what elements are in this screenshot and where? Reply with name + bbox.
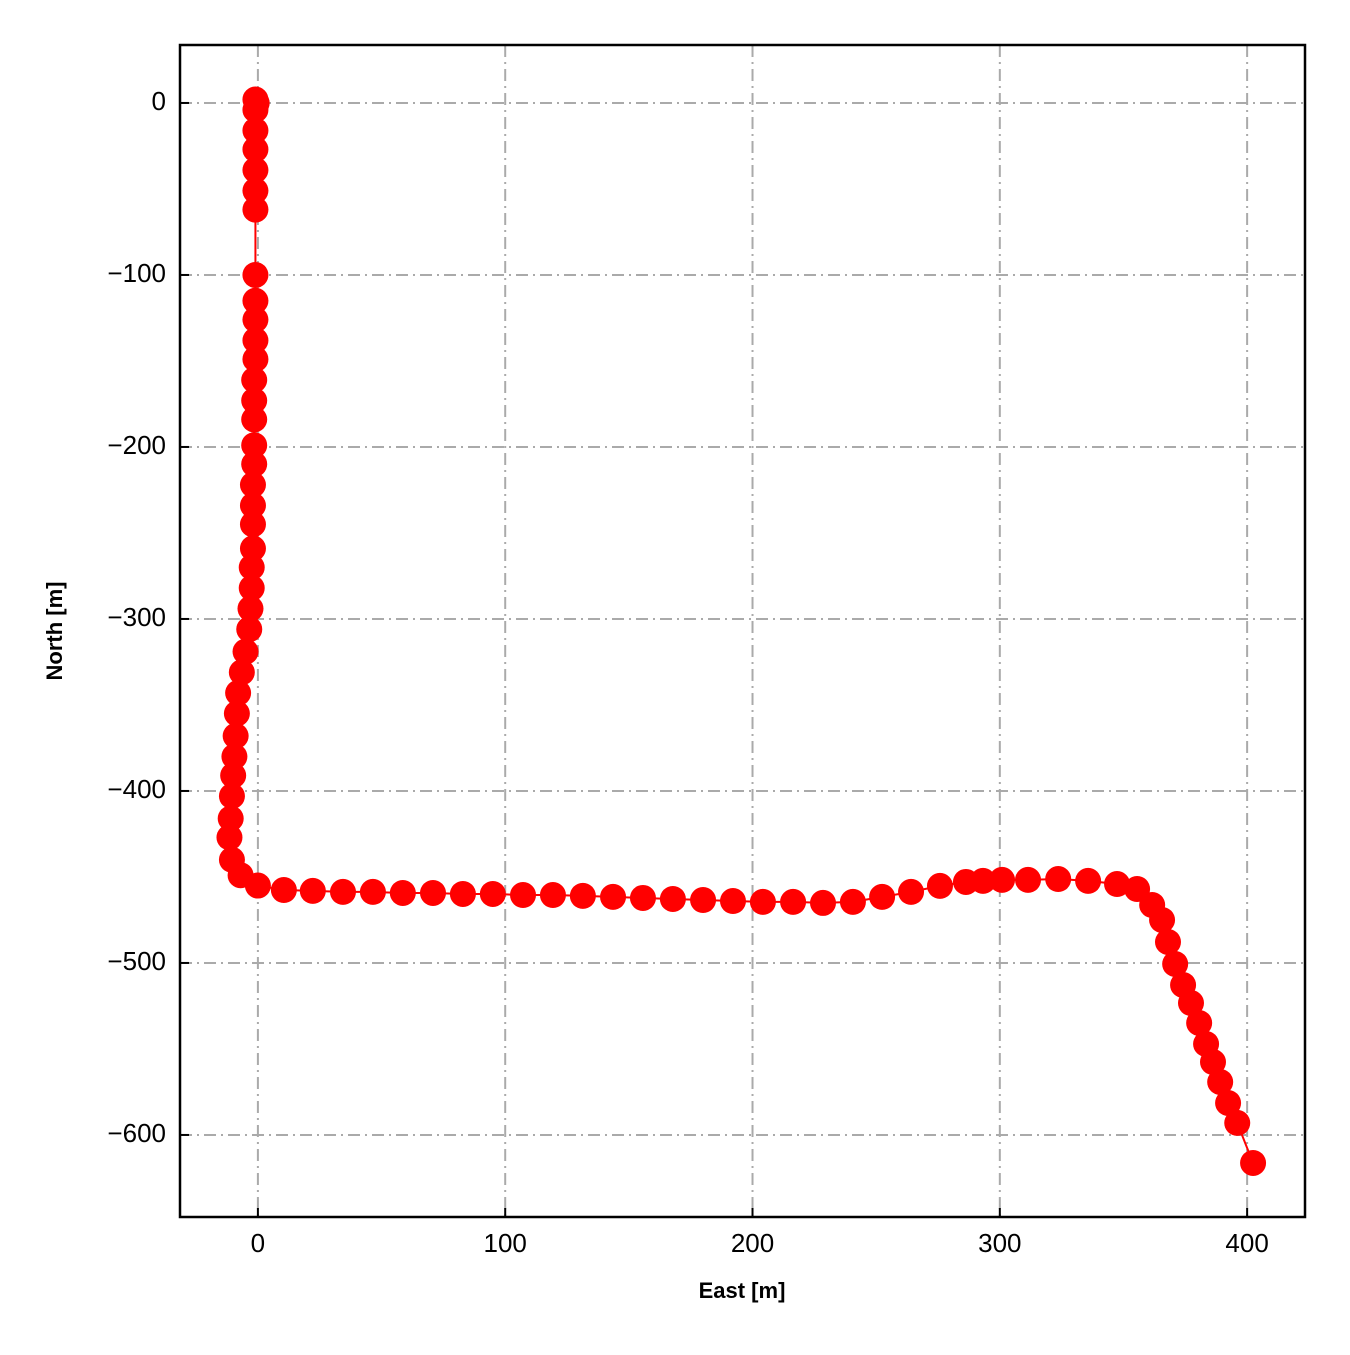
marker [419, 879, 446, 906]
marker [242, 196, 269, 223]
marker [749, 888, 776, 915]
marker [242, 117, 269, 144]
marker [1149, 906, 1176, 933]
y-tick-label: −100 [107, 258, 166, 288]
marker [1240, 1149, 1267, 1176]
marker [241, 451, 268, 478]
marker [569, 882, 596, 909]
marker [242, 177, 269, 204]
marker [510, 882, 537, 909]
plot-frame [178, 43, 1307, 1219]
marker [898, 878, 925, 905]
marker [659, 885, 686, 912]
marker [1207, 1068, 1234, 1095]
marker [242, 306, 269, 333]
marker [239, 492, 266, 519]
marker [690, 887, 717, 914]
y-tick-label: −500 [107, 946, 166, 976]
marker [629, 884, 656, 911]
marker [449, 880, 476, 907]
marker [359, 878, 386, 905]
marker [242, 287, 269, 314]
y-tick-label: −300 [107, 602, 166, 632]
marker [600, 883, 627, 910]
x-axis-label: East [m] [699, 1278, 786, 1303]
y-tick-label: 0 [152, 86, 166, 116]
marker [228, 659, 255, 686]
marker [1162, 950, 1189, 977]
marker [237, 595, 264, 622]
marker [242, 327, 269, 354]
marker [242, 261, 269, 288]
x-tick-label: 300 [978, 1228, 1021, 1258]
marker [1075, 867, 1102, 894]
y-axis-label: North [m] [42, 582, 67, 681]
marker [239, 471, 266, 498]
marker [238, 575, 265, 602]
line [228, 99, 1255, 1164]
marker [989, 866, 1016, 893]
marker [1104, 871, 1131, 898]
marker [239, 511, 266, 538]
marker [839, 888, 866, 915]
marker [1045, 866, 1072, 893]
marker [926, 872, 953, 899]
x-tick-label: 100 [484, 1228, 527, 1258]
marker [719, 888, 746, 915]
marker [218, 783, 245, 810]
marker [389, 879, 416, 906]
marker [242, 346, 269, 373]
marker [236, 616, 263, 643]
marker [1154, 928, 1181, 955]
marker [241, 432, 268, 459]
marker [869, 883, 896, 910]
marker [221, 743, 248, 770]
y-tick-label: −200 [107, 430, 166, 460]
marker [1215, 1089, 1242, 1116]
marker [244, 872, 271, 899]
marker [220, 762, 247, 789]
marker [809, 889, 836, 916]
marker [270, 877, 297, 904]
marker [217, 805, 244, 832]
marker [223, 700, 250, 727]
marker [242, 136, 269, 163]
x-tick-label: 400 [1225, 1228, 1268, 1258]
marker [241, 366, 268, 393]
y-tick-label: −600 [107, 1118, 166, 1148]
marker [241, 406, 268, 433]
marker [1224, 1109, 1251, 1136]
marker [222, 722, 249, 749]
marker [329, 878, 356, 905]
marker [225, 679, 252, 706]
marker [1177, 990, 1204, 1017]
x-tick-label: 200 [731, 1228, 774, 1258]
marker [970, 867, 997, 894]
marker [238, 554, 265, 581]
marker [1200, 1049, 1227, 1076]
marker [242, 157, 269, 184]
y-tick-label: −400 [107, 774, 166, 804]
x-tick-label: 0 [251, 1228, 265, 1258]
marker [1015, 866, 1042, 893]
marker [780, 888, 807, 915]
marker [299, 877, 326, 904]
marker [241, 387, 268, 414]
marker [539, 882, 566, 909]
marker [1186, 1009, 1213, 1036]
marker [479, 880, 506, 907]
marker [242, 96, 269, 123]
marker [239, 535, 266, 562]
marker [232, 638, 259, 665]
marker [216, 824, 243, 851]
